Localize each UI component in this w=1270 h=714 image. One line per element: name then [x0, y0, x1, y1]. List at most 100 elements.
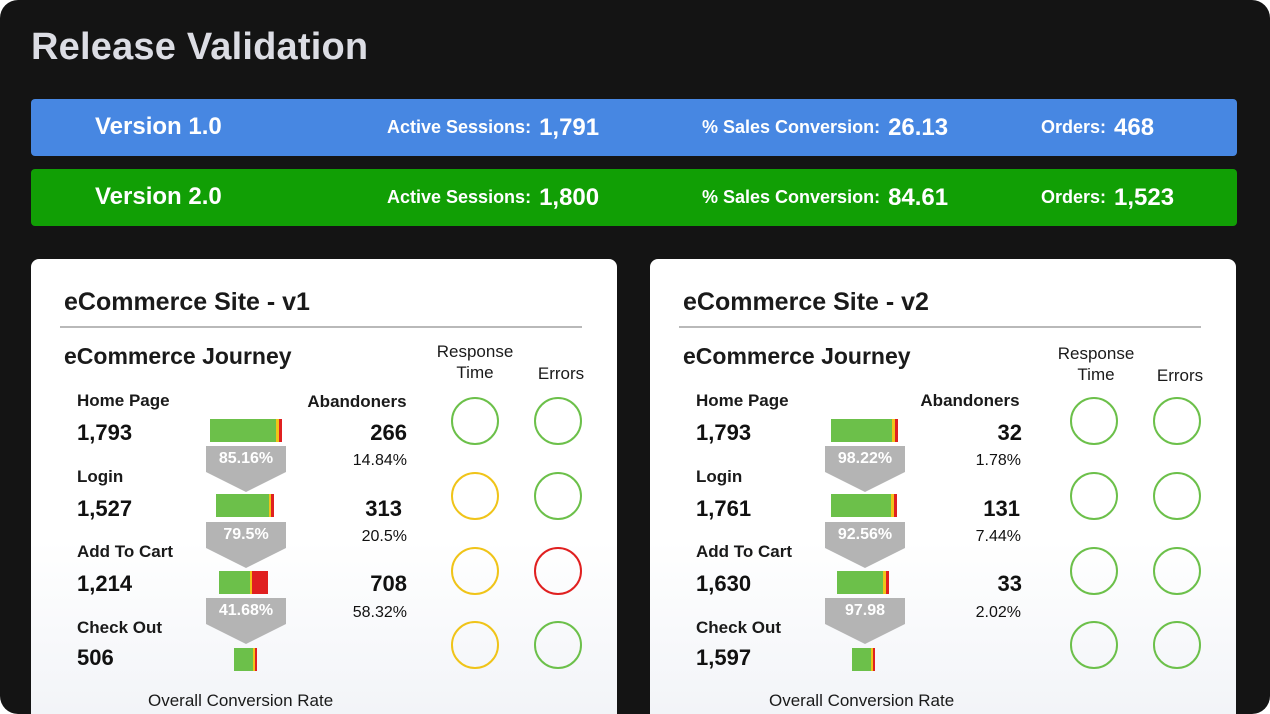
funnel-bar-login — [216, 494, 274, 517]
conversion-rate-home-page: 98.22% — [837, 450, 893, 467]
active-sessions-value: 1,800 — [539, 183, 600, 211]
funnel-bar-login — [831, 494, 897, 517]
abandoners-count-add-to-cart: 33 — [997, 571, 1022, 596]
active-sessions-metric: Active Sessions: 1,800 — [387, 169, 599, 226]
funnel-bar-add-to-cart — [837, 571, 889, 594]
errors-status-check-out[interactable] — [534, 621, 582, 669]
errors-status-add-to-cart[interactable] — [534, 547, 582, 595]
funnel-bar-add-to-cart — [219, 571, 268, 594]
abandoners-header: Abandoners — [920, 391, 1020, 410]
orders-value: 1,523 — [1114, 183, 1175, 211]
stage-name-add-to-cart: Add To Cart — [77, 542, 174, 561]
abandoners-pct-home-page: 14.84% — [352, 452, 407, 469]
ecommerce-site-v1-panel: eCommerce Site - v1 eCommerce Journey Re… — [31, 259, 617, 714]
sales-conversion-label: % Sales Conversion: — [702, 187, 881, 207]
funnel-bar-check-out — [234, 648, 257, 671]
conversion-rate-home-page: 85.16% — [218, 450, 274, 467]
conversion-chevron-login: 92.56% — [825, 522, 905, 570]
funnel-bar-home-page — [831, 419, 898, 442]
stage-count-home-page: 1,793 — [77, 420, 133, 445]
stage-name-login: Login — [77, 467, 124, 486]
conversion-chevron-home-page: 85.16% — [206, 446, 286, 494]
overall-conversion-rate-label: Overall Conversion Rate — [769, 691, 955, 710]
errors-status-home-page[interactable] — [534, 397, 582, 445]
abandoners-count-home-page: 266 — [370, 420, 407, 445]
abandoners-pct-home-page: 1.78% — [975, 452, 1021, 469]
stage-count-login: 1,761 — [696, 496, 752, 521]
panel-title: eCommerce Site - v2 — [683, 288, 929, 316]
conversion-rate-add-to-cart: 97.98 — [844, 602, 886, 619]
response-time-status-add-to-cart[interactable] — [1070, 547, 1118, 595]
ecommerce-site-v2-panel: eCommerce Site - v2 eCommerce Journey Re… — [650, 259, 1236, 714]
sales-conversion-metric: % Sales Conversion: 26.13 — [702, 99, 948, 156]
conversion-chevron-add-to-cart: 41.68% — [206, 598, 286, 646]
errors-status-home-page[interactable] — [1153, 397, 1201, 445]
stage-count-home-page: 1,793 — [696, 420, 752, 445]
response-time-status-add-to-cart[interactable] — [451, 547, 499, 595]
page-title: Release Validation — [31, 26, 369, 68]
stage-name-add-to-cart: Add To Cart — [696, 542, 793, 561]
orders-label: Orders: — [1041, 117, 1107, 137]
conversion-chevron-login: 79.5% — [206, 522, 286, 570]
stage-name-home-page: Home Page — [77, 391, 170, 410]
response-time-status-home-page[interactable] — [1070, 397, 1118, 445]
active-sessions-label: Active Sessions: — [387, 187, 532, 207]
stage-name-home-page: Home Page — [696, 391, 789, 410]
errors-status-login[interactable] — [534, 472, 582, 520]
response-time-status-login[interactable] — [1070, 472, 1118, 520]
journey-title: eCommerce Journey — [64, 343, 292, 369]
journey-title: eCommerce Journey — [683, 343, 911, 369]
conversion-rate-login: 79.5% — [223, 526, 269, 543]
abandoners-count-add-to-cart: 708 — [370, 571, 407, 596]
sales-conversion-label: % Sales Conversion: — [702, 117, 881, 137]
sales-conversion-value: 84.61 — [888, 183, 949, 211]
abandoners-count-login: 313 — [365, 496, 402, 521]
response-time-status-home-page[interactable] — [451, 397, 499, 445]
response-time-header: Response Time — [436, 342, 514, 382]
abandoners-count-login: 131 — [983, 496, 1020, 521]
errors-header: Errors — [537, 364, 585, 383]
panel-title: eCommerce Site - v1 — [64, 288, 310, 316]
response-time-status-check-out[interactable] — [1070, 621, 1118, 669]
sales-conversion-metric: % Sales Conversion: 84.61 — [702, 169, 948, 226]
panel-divider — [679, 326, 1201, 328]
active-sessions-metric: Active Sessions: 1,791 — [387, 99, 599, 156]
stage-count-check-out: 506 — [77, 645, 114, 670]
panel-divider — [60, 326, 582, 328]
response-time-header: Response Time — [1057, 344, 1135, 384]
conversion-chevron-home-page: 98.22% — [825, 446, 905, 494]
abandoners-header: Abandoners — [307, 392, 407, 411]
abandoners-pct-add-to-cart: 58.32% — [352, 604, 407, 621]
orders-value: 468 — [1114, 113, 1155, 141]
conversion-rate-add-to-cart: 41.68% — [218, 602, 274, 619]
errors-status-add-to-cart[interactable] — [1153, 547, 1201, 595]
response-time-status-login[interactable] — [451, 472, 499, 520]
stage-name-login: Login — [696, 467, 743, 486]
conversion-chevron-add-to-cart: 97.98 — [825, 598, 905, 646]
abandoners-pct-login: 20.5% — [361, 528, 407, 545]
orders-metric: Orders: 468 — [1041, 99, 1154, 156]
errors-status-check-out[interactable] — [1153, 621, 1201, 669]
active-sessions-value: 1,791 — [539, 113, 600, 141]
conversion-rate-login: 92.56% — [837, 526, 893, 543]
orders-label: Orders: — [1041, 187, 1107, 207]
stage-count-add-to-cart: 1,214 — [77, 571, 133, 596]
abandoners-count-home-page: 32 — [997, 420, 1022, 445]
stage-name-check-out: Check Out — [77, 618, 163, 637]
version-name: Version 2.0 — [95, 183, 222, 210]
version-1-summary-bar[interactable]: Version 1.0 Active Sessions: 1,791 % Sal… — [31, 99, 1237, 156]
orders-metric: Orders: 1,523 — [1041, 169, 1174, 226]
response-time-status-check-out[interactable] — [451, 621, 499, 669]
abandoners-pct-login: 7.44% — [975, 528, 1021, 545]
funnel-bar-home-page — [210, 419, 282, 442]
version-2-summary-bar[interactable]: Version 2.0 Active Sessions: 1,800 % Sal… — [31, 169, 1237, 226]
errors-status-login[interactable] — [1153, 472, 1201, 520]
funnel-bar-check-out — [852, 648, 875, 671]
errors-header: Errors — [1156, 366, 1204, 385]
abandoners-pct-add-to-cart: 2.02% — [975, 604, 1021, 621]
active-sessions-label: Active Sessions: — [387, 117, 532, 137]
stage-count-check-out: 1,597 — [696, 645, 752, 670]
version-name: Version 1.0 — [95, 113, 222, 140]
stage-count-add-to-cart: 1,630 — [696, 571, 752, 596]
